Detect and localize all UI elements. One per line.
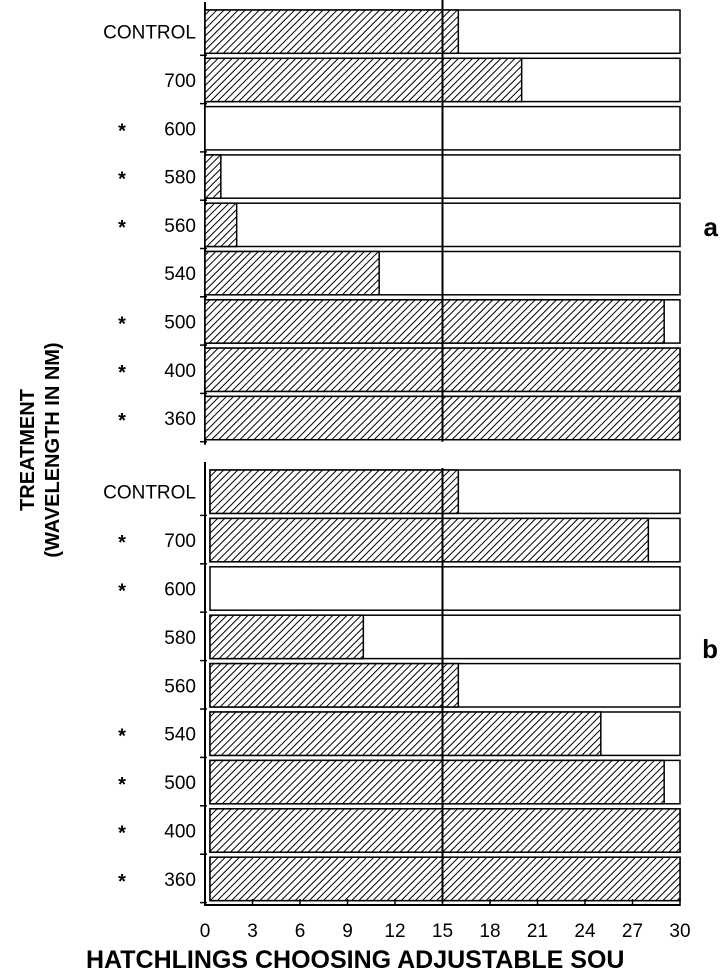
bar-row: CONTROL	[103, 469, 681, 517]
bar-row: 540	[164, 250, 681, 298]
category-label: 560	[164, 216, 196, 237]
bar-value	[209, 808, 681, 853]
chart-panels: CONTROL700600*580*560*540500*400*360*aCO…	[103, 0, 719, 906]
bar-value	[204, 57, 523, 103]
category-label: 400	[164, 361, 196, 382]
category-label: 500	[164, 773, 196, 794]
x-tick-label: 27	[622, 921, 643, 942]
panel-b: CONTROL 700 * 600 * 580 560 540 * 500 * 400 * 360 * b	[103, 462, 718, 906]
x-tick-label: 30	[669, 921, 690, 942]
y-axis-title: TREATMENT (WAVELENGTH IN NM)	[17, 342, 64, 557]
bar-value	[204, 299, 665, 344]
x-tick-label: 0	[200, 921, 211, 942]
x-axis-title: HATCHLINGS CHOOSING ADJUSTABLE SOU	[86, 946, 624, 973]
significance-star: *	[118, 871, 126, 893]
significance-star: *	[118, 823, 126, 845]
bar-value	[209, 517, 650, 563]
x-tick-label: 18	[479, 921, 500, 942]
category-label: 400	[164, 822, 196, 843]
significance-star: *	[118, 313, 126, 335]
category-label: 700	[164, 71, 196, 92]
bar-value	[209, 856, 681, 902]
bar-row: 360 *	[118, 395, 681, 443]
category-label: 360	[164, 409, 196, 430]
bar-row: 700 *	[118, 517, 681, 565]
bar-value	[209, 662, 460, 708]
significance-star: *	[118, 774, 126, 796]
bar-row: 700	[164, 57, 681, 105]
significance-star: *	[118, 532, 126, 554]
bar-row: 600 *	[118, 566, 681, 613]
bar-row: 400 *	[118, 347, 681, 395]
x-tick-label: 24	[574, 921, 596, 942]
bar-value	[204, 202, 238, 248]
bar-value	[204, 9, 460, 55]
significance-star: *	[118, 217, 126, 239]
x-tick-label: 15	[432, 921, 453, 942]
category-label: 540	[164, 725, 196, 746]
x-tick-label: 12	[384, 921, 405, 942]
bar-value	[209, 469, 460, 515]
category-label: 560	[164, 676, 196, 697]
panel-letter: b	[702, 634, 718, 664]
axis-labels: HATCHLINGS CHOOSING ADJUSTABLE SOU TREATM…	[17, 342, 624, 973]
category-label: 700	[164, 531, 196, 552]
bar-row: 580 *	[118, 154, 681, 201]
bar-value	[209, 759, 665, 805]
category-label: 580	[164, 628, 196, 649]
y-axis-title-line: TREATMENT	[17, 389, 39, 511]
category-label: 600	[164, 119, 196, 140]
significance-star: *	[118, 169, 126, 191]
bar-row: 360 *	[118, 856, 681, 904]
bar-row: 500 *	[118, 759, 681, 807]
panel-letter: a	[704, 212, 719, 242]
bar-value	[204, 154, 222, 199]
category-label: CONTROL	[103, 483, 196, 504]
bar-row: 400 *	[118, 808, 681, 855]
bar-row: CONTROL	[103, 9, 681, 57]
panel-a: CONTROL 700 600 * 580 * 560 * 540 500 * 400 * 360 * a	[103, 0, 719, 445]
category-label: 600	[164, 580, 196, 601]
significance-star: *	[118, 120, 126, 142]
category-label: 500	[164, 312, 196, 333]
x-axis: 0 3 6 9 12 15 18 21 24 27 30	[200, 899, 691, 942]
bar-row: 600 *	[118, 105, 681, 153]
category-label: 360	[164, 870, 196, 891]
significance-star: *	[118, 726, 126, 748]
bar-value	[209, 614, 365, 660]
x-tick-label: 21	[527, 921, 548, 942]
bar-row: 540 *	[118, 711, 681, 759]
bar-row: 560 *	[118, 202, 681, 250]
x-tick-label: 6	[295, 921, 306, 942]
category-label: 580	[164, 168, 196, 189]
bar-value	[204, 250, 380, 296]
y-axis-title-line: (WAVELENGTH IN NM)	[42, 342, 64, 557]
category-label: CONTROL	[103, 23, 196, 44]
bar-row: 580	[164, 614, 681, 662]
bar-row: 560	[164, 662, 681, 710]
bar-value	[209, 711, 602, 757]
bar-open	[209, 566, 681, 611]
category-label: 540	[164, 264, 196, 285]
x-tick-label: 9	[342, 921, 353, 942]
significance-star: *	[118, 410, 126, 432]
significance-star: *	[118, 581, 126, 603]
x-tick-label: 3	[247, 921, 258, 942]
significance-star: *	[118, 362, 126, 384]
bar-row: 500 *	[118, 299, 681, 346]
